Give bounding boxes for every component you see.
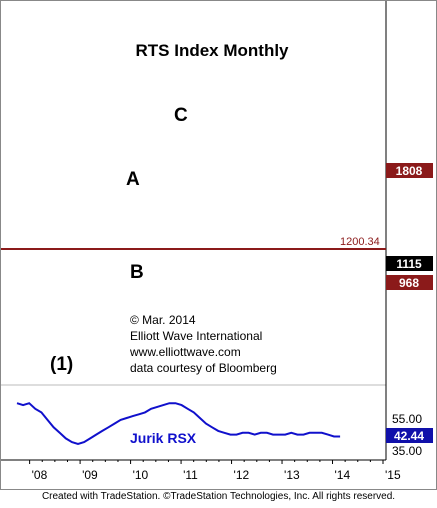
chart-title: RTS Index Monthly bbox=[136, 41, 290, 60]
wave-label-a: A bbox=[126, 169, 140, 190]
watermark-url: www.elliottwave.com bbox=[129, 345, 241, 359]
watermark-ewi: Elliott Wave International bbox=[130, 329, 262, 343]
x-tick-label: '14 bbox=[335, 468, 351, 482]
x-tick-label: '08 bbox=[32, 468, 48, 482]
rsx-current-value: 42.44 bbox=[394, 429, 424, 443]
chart-border bbox=[0, 0, 437, 490]
x-tick-label: '12 bbox=[234, 468, 250, 482]
wave-label-1: (1) bbox=[50, 354, 73, 375]
x-tick-label: '10 bbox=[133, 468, 149, 482]
x-tick-label: '11 bbox=[183, 468, 198, 482]
lower-band-badge bbox=[386, 275, 433, 290]
rsx-indicator bbox=[16, 402, 341, 445]
rsx-level-55: 55.00 bbox=[392, 412, 422, 426]
wave-label-b: B bbox=[130, 262, 144, 283]
rsx-value-badge bbox=[386, 428, 433, 443]
footer-credit: Created with TradeStation. ©TradeStation… bbox=[41, 491, 396, 502]
x-tick-label: '13 bbox=[284, 468, 300, 482]
upper-band-badge bbox=[386, 163, 433, 178]
wave-label-c: C bbox=[174, 105, 188, 126]
rsx-level-35: 35.00 bbox=[392, 444, 422, 458]
upper-band-value: 1808 bbox=[396, 164, 423, 178]
watermark-date: © Mar. 2014 bbox=[130, 313, 196, 327]
rsx-line bbox=[16, 402, 341, 445]
x-tick-label: '09 bbox=[82, 468, 98, 482]
lower-band-value: 968 bbox=[399, 276, 419, 290]
x-axis-ticks: '08 '09 '10 '11 '12 '13 '14 '15 bbox=[29, 460, 401, 482]
support-value-label: 1200.34 bbox=[340, 236, 380, 248]
rsx-label: Jurik RSX bbox=[130, 430, 197, 446]
x-tick-label: '15 bbox=[385, 468, 401, 482]
last-price-badge bbox=[386, 256, 433, 271]
watermark-data: data courtesy of Bloomberg bbox=[130, 361, 277, 375]
last-price-value: 1115 bbox=[396, 257, 422, 271]
